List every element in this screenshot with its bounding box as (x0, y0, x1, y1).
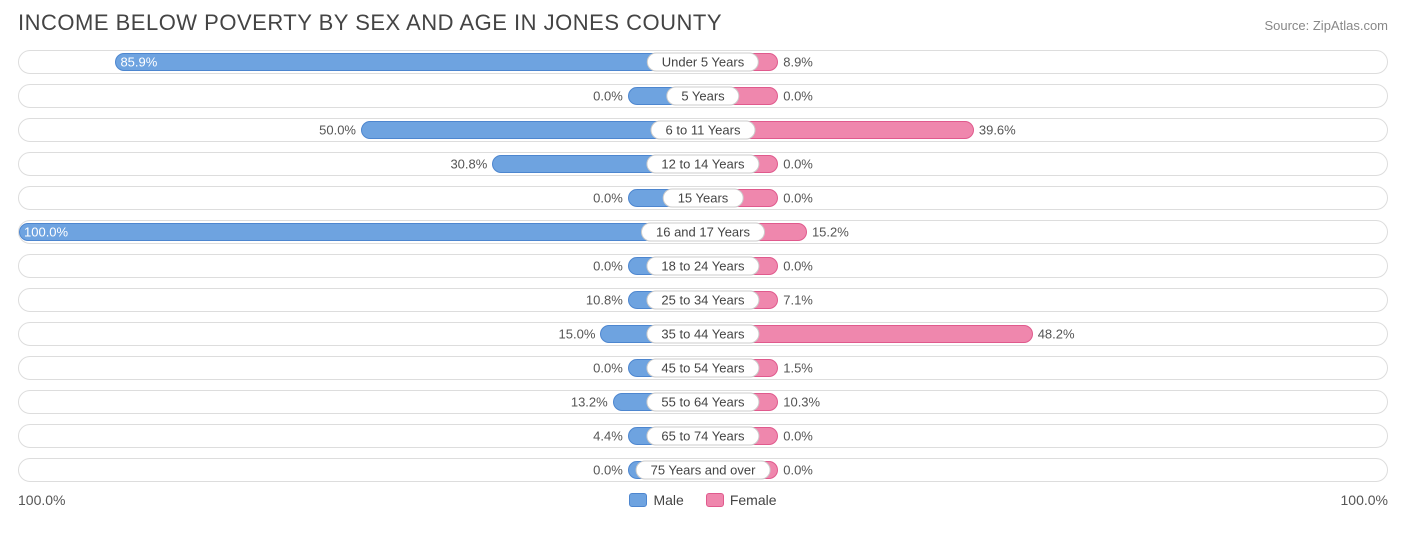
chart-row: 0.0% 0.0% 18 to 24 Years (18, 254, 1388, 278)
chart-row: 30.8% 0.0% 12 to 14 Years (18, 152, 1388, 176)
bar-male: 85.9% (115, 53, 703, 71)
value-label-male: 15.0% (559, 327, 602, 342)
category-label: Under 5 Years (647, 53, 759, 72)
legend-swatch-female (706, 493, 724, 507)
value-label-female: 0.0% (777, 89, 813, 104)
legend-label-male: Male (653, 492, 683, 508)
chart-row: 85.9% 8.9% Under 5 Years (18, 50, 1388, 74)
value-label-male: 0.0% (593, 463, 629, 478)
value-label-female: 15.2% (806, 225, 849, 240)
chart-row: 0.0% 0.0% 15 Years (18, 186, 1388, 210)
value-label-male: 85.9% (120, 55, 157, 70)
legend-swatch-male (629, 493, 647, 507)
chart-row: 0.0% 1.5% 45 to 54 Years (18, 356, 1388, 380)
value-label-male: 4.4% (593, 429, 629, 444)
chart-source: Source: ZipAtlas.com (1264, 18, 1388, 33)
legend-item-female: Female (706, 492, 777, 508)
bar-male: 100.0% (19, 223, 703, 241)
chart-row: 10.8% 7.1% 25 to 34 Years (18, 288, 1388, 312)
legend-item-male: Male (629, 492, 683, 508)
chart-header: INCOME BELOW POVERTY BY SEX AND AGE IN J… (18, 10, 1388, 36)
value-label-female: 1.5% (777, 361, 813, 376)
chart-footer: 100.0% Male Female 100.0% (18, 492, 1388, 508)
category-label: 65 to 74 Years (646, 427, 759, 446)
chart-row: 0.0% 0.0% 5 Years (18, 84, 1388, 108)
chart-title: INCOME BELOW POVERTY BY SEX AND AGE IN J… (18, 10, 722, 36)
category-label: 35 to 44 Years (646, 325, 759, 344)
value-label-male: 0.0% (593, 259, 629, 274)
value-label-female: 0.0% (777, 191, 813, 206)
value-label-male: 10.8% (586, 293, 629, 308)
chart-row: 13.2% 10.3% 55 to 64 Years (18, 390, 1388, 414)
category-label: 45 to 54 Years (646, 359, 759, 378)
category-label: 18 to 24 Years (646, 257, 759, 276)
value-label-female: 10.3% (777, 395, 820, 410)
value-label-female: 8.9% (777, 55, 813, 70)
chart-row: 4.4% 0.0% 65 to 74 Years (18, 424, 1388, 448)
value-label-female: 48.2% (1032, 327, 1075, 342)
value-label-female: 39.6% (973, 123, 1016, 138)
value-label-male: 100.0% (24, 225, 68, 240)
chart-row: 50.0% 39.6% 6 to 11 Years (18, 118, 1388, 142)
legend-label-female: Female (730, 492, 777, 508)
value-label-female: 7.1% (777, 293, 813, 308)
legend: Male Female (629, 492, 776, 508)
axis-left-label: 100.0% (18, 492, 65, 508)
category-label: 75 Years and over (636, 461, 771, 480)
category-label: 55 to 64 Years (646, 393, 759, 412)
value-label-male: 30.8% (450, 157, 493, 172)
category-label: 25 to 34 Years (646, 291, 759, 310)
chart-row: 15.0% 48.2% 35 to 44 Years (18, 322, 1388, 346)
value-label-male: 13.2% (571, 395, 614, 410)
value-label-male: 0.0% (593, 89, 629, 104)
axis-right-label: 100.0% (1341, 492, 1388, 508)
diverging-bar-chart: 85.9% 8.9% Under 5 Years 0.0% 0.0% 5 Years 50.… (18, 50, 1388, 482)
chart-row: 100.0% 15.2% 16 and 17 Years (18, 220, 1388, 244)
value-label-male: 50.0% (319, 123, 362, 138)
chart-row: 0.0% 0.0% 75 Years and over (18, 458, 1388, 482)
value-label-female: 0.0% (777, 157, 813, 172)
value-label-male: 0.0% (593, 191, 629, 206)
category-label: 15 Years (663, 189, 744, 208)
category-label: 6 to 11 Years (651, 121, 756, 140)
category-label: 5 Years (666, 87, 739, 106)
value-label-female: 0.0% (777, 429, 813, 444)
category-label: 16 and 17 Years (641, 223, 765, 242)
value-label-male: 0.0% (593, 361, 629, 376)
value-label-female: 0.0% (777, 463, 813, 478)
value-label-female: 0.0% (777, 259, 813, 274)
category-label: 12 to 14 Years (646, 155, 759, 174)
